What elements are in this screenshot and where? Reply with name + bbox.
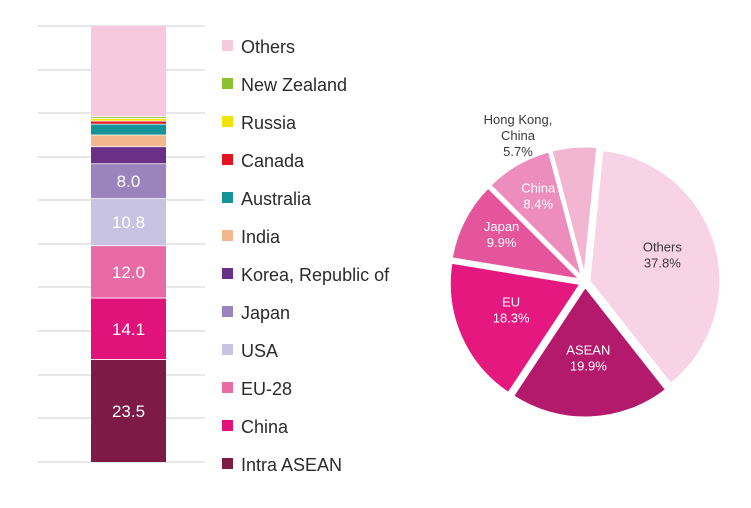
pie-slice-value: 37.8% bbox=[644, 255, 681, 270]
pie-slice-value: 19.9% bbox=[570, 358, 607, 373]
legend-swatch bbox=[222, 154, 233, 165]
legend-swatch bbox=[222, 306, 233, 317]
pie-slice-name: China bbox=[501, 128, 536, 143]
legend-label: India bbox=[241, 227, 281, 247]
bar-segment-new-zealand bbox=[91, 116, 166, 119]
bar-value-label: 14.1 bbox=[112, 320, 145, 339]
legend-label: Intra ASEAN bbox=[241, 455, 343, 475]
pie-slices bbox=[447, 144, 723, 420]
legend-label: Russia bbox=[241, 113, 297, 133]
pie-slice-name: China bbox=[521, 181, 556, 196]
legend-label: New Zealand bbox=[241, 75, 348, 95]
pie-slice-china bbox=[487, 149, 586, 284]
pie-slice-name: Others bbox=[643, 239, 683, 254]
pie-slice-name: ASEAN bbox=[566, 342, 610, 357]
pie-slice-name: Hong Kong, bbox=[484, 112, 553, 127]
pie-slice-hong-kong-china bbox=[549, 144, 600, 279]
legend-swatch bbox=[222, 78, 233, 89]
pie-slice-eu bbox=[447, 260, 584, 396]
pie-slice-name: Japan bbox=[484, 219, 519, 234]
legend-swatch bbox=[222, 268, 233, 279]
legend-label: Japan bbox=[241, 303, 291, 323]
bar-value-label: 12.0 bbox=[112, 263, 145, 282]
pie-slice-value: 18.3% bbox=[493, 310, 530, 325]
legend-swatch bbox=[222, 382, 233, 393]
bar-segment-korea-republic-of bbox=[91, 146, 166, 164]
pie-slice-name: EU bbox=[502, 294, 520, 309]
legend-label: China bbox=[241, 417, 289, 437]
bar-segment-china bbox=[91, 298, 166, 360]
legend-label: Korea, Republic of bbox=[241, 265, 390, 285]
bar-segment-others bbox=[91, 26, 166, 117]
bar-segment-intra-asean bbox=[91, 359, 166, 462]
pie-slice-others bbox=[587, 147, 723, 387]
bar-value-label: 8.0 bbox=[117, 172, 141, 191]
legend-label: Others bbox=[241, 37, 296, 57]
bar-value-label: 10.8 bbox=[112, 213, 145, 232]
bar-segment-japan bbox=[91, 163, 166, 199]
pie-slice-japan bbox=[449, 184, 586, 283]
pie-slice-value: 5.7% bbox=[503, 144, 533, 159]
legend-swatch bbox=[222, 344, 233, 355]
legend-label: Canada bbox=[241, 151, 305, 171]
bar-segments bbox=[91, 26, 166, 462]
legend-swatch bbox=[222, 420, 233, 431]
legend-label: USA bbox=[241, 341, 279, 361]
legend-swatch bbox=[222, 192, 233, 203]
pie-slice-value: 8.4% bbox=[523, 197, 553, 212]
bar-segment-eu-28 bbox=[91, 245, 166, 299]
legend-swatch bbox=[222, 230, 233, 241]
legend-label: EU-28 bbox=[241, 379, 293, 399]
legend-swatch bbox=[222, 40, 233, 51]
bar-segment-india bbox=[91, 135, 166, 147]
bar-segment-australia bbox=[91, 124, 166, 135]
bar-segment-russia bbox=[91, 118, 166, 122]
legend-swatch bbox=[222, 458, 233, 469]
bar-segment-canada bbox=[91, 121, 166, 125]
bar-segment-usa bbox=[91, 198, 166, 246]
bar-value-label: 23.5 bbox=[112, 402, 145, 421]
legend-swatch bbox=[222, 116, 233, 127]
legend-label: Australia bbox=[241, 189, 312, 209]
pie-slice-asean bbox=[510, 283, 669, 420]
bar-value-labels: 23.5 14.1 12.0 10.8 8.0 bbox=[112, 172, 145, 421]
pie-slice-value: 9.9% bbox=[487, 235, 517, 250]
